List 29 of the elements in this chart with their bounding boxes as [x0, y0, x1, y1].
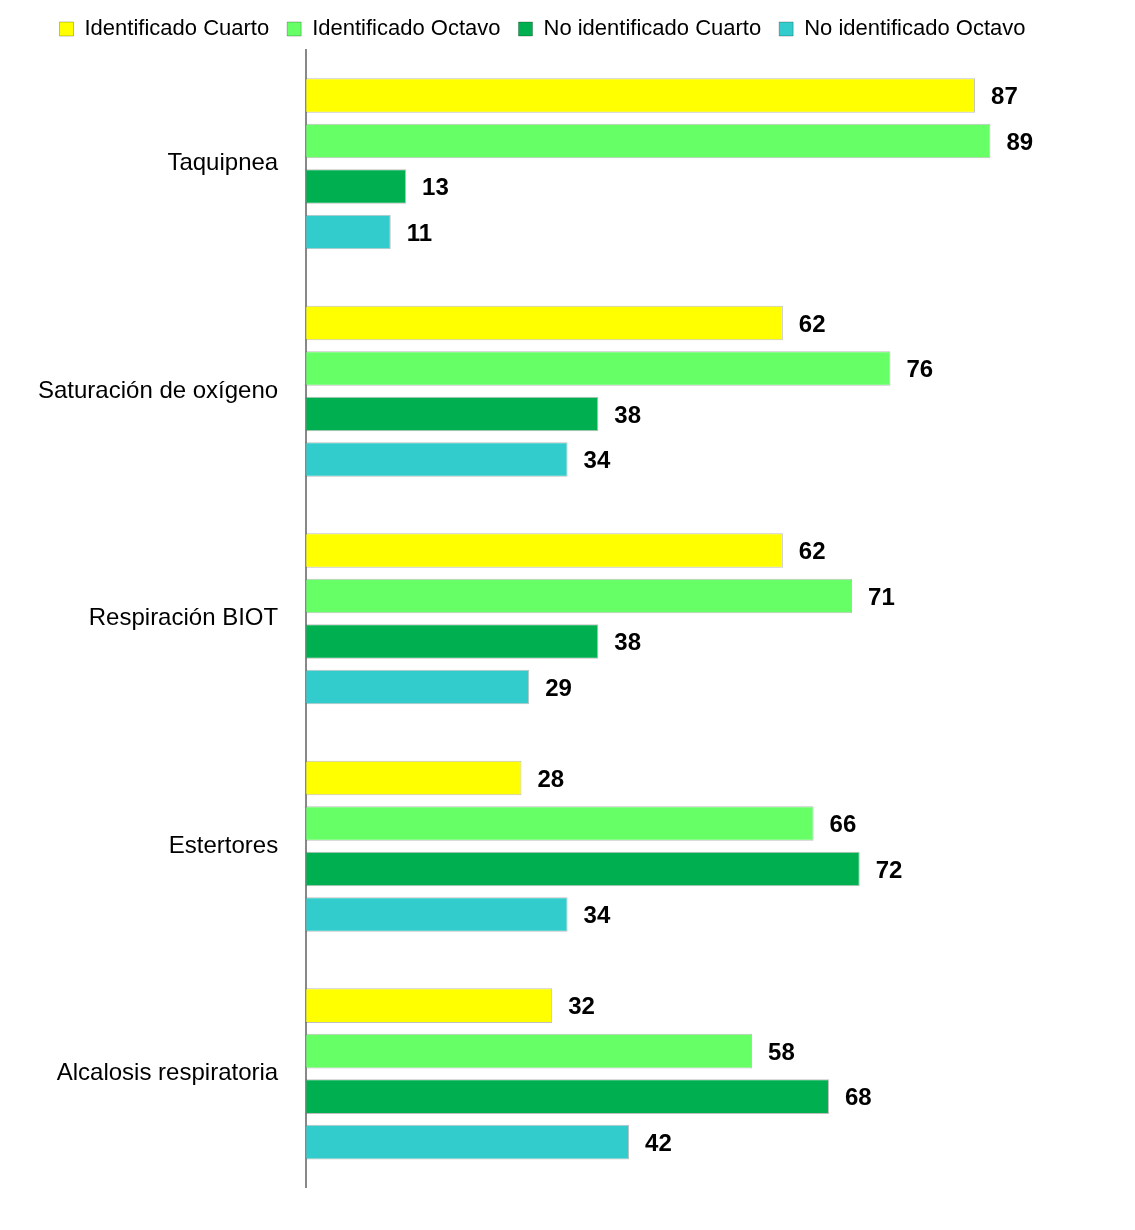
legend-label: Identificado Octavo [312, 15, 501, 41]
y-tick-label: Saturación de oxígeno [37, 375, 279, 403]
data-label: 11 [406, 218, 433, 246]
data-label: 34 [583, 901, 611, 929]
data-label: 89 [1006, 127, 1034, 155]
data-label: 58 [768, 1037, 795, 1065]
data-label: 68 [844, 1083, 872, 1111]
y-tick-label: Respiración BIOT [88, 603, 279, 631]
legend-label: No identificado Octavo [804, 15, 1026, 41]
data-label: 76 [906, 355, 934, 383]
legend-label: Identificado Cuarto [84, 15, 270, 41]
data-label: 32 [568, 992, 595, 1020]
y-tick-label: Alcalosis respiratoria [56, 1058, 279, 1086]
data-label: 38 [614, 400, 642, 428]
data-label: 34 [583, 446, 611, 474]
data-label: 62 [798, 537, 826, 565]
data-label: 38 [614, 628, 642, 656]
data-label: 28 [537, 764, 565, 792]
data-label: 71 [868, 582, 895, 610]
y-tick-label: Estertores [168, 830, 279, 858]
data-label: 13 [422, 173, 449, 201]
data-label: 42 [645, 1128, 672, 1156]
data-label: 72 [875, 855, 903, 883]
data-label: 29 [545, 673, 572, 701]
data-label: 87 [991, 82, 1018, 110]
data-label: 62 [798, 309, 826, 337]
y-tick-label: Taquipnea [167, 148, 279, 176]
data-label: 66 [829, 810, 857, 838]
legend-label: No identificado Cuarto [543, 15, 762, 41]
